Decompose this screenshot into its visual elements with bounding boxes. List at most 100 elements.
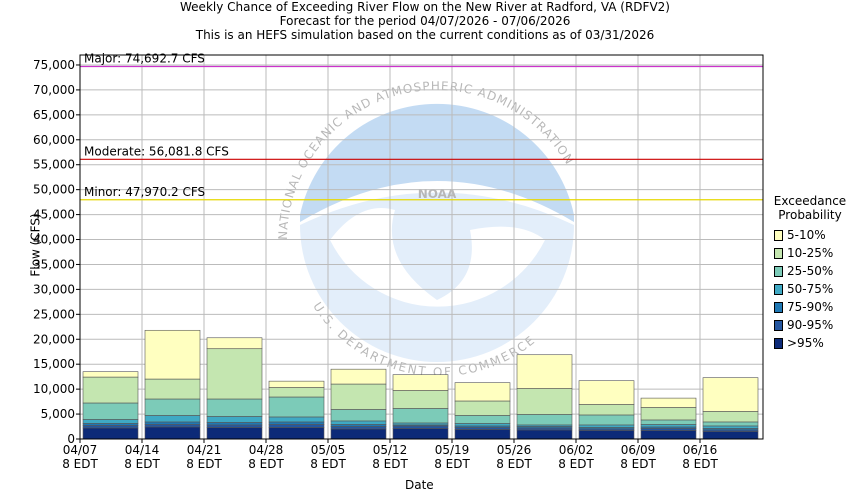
bar-segment <box>206 416 263 423</box>
noaa-watermark-logo: NOAA NATIONAL OCEANIC AND ATMOSPHERIC AD… <box>276 62 597 382</box>
bar-segment <box>392 408 449 424</box>
legend-item: 5-10% <box>770 226 850 244</box>
legend-swatch <box>774 301 783 313</box>
bar-segment <box>640 424 697 428</box>
chart-subtitle-simulation: This is an HEFS simulation based on the … <box>195 28 655 42</box>
legend-label: 25-50% <box>787 264 834 278</box>
bar-segment <box>702 377 759 412</box>
x-tick-label-time: 8 EDT <box>124 457 160 471</box>
x-tick-label-date: 04/21 <box>187 443 222 457</box>
bar-segment <box>392 390 449 409</box>
x-tick-label-date: 04/07 <box>63 443 98 457</box>
legend-item: >95% <box>770 334 850 352</box>
bar-segment <box>640 430 697 440</box>
bar-segment <box>206 337 263 350</box>
x-tick-label-date: 04/28 <box>249 443 284 457</box>
svg-text:NOAA: NOAA <box>418 187 457 201</box>
bar-segment <box>268 421 325 425</box>
bar-segment <box>268 396 325 418</box>
x-tick-label-time: 8 EDT <box>682 457 718 471</box>
bar-segment <box>516 388 573 415</box>
legend-swatch <box>774 337 783 349</box>
x-tick-label-time: 8 EDT <box>62 457 98 471</box>
bar-segment <box>454 415 511 424</box>
bar-segment <box>702 421 759 427</box>
legend-title-line1: Exceedance <box>773 194 847 208</box>
legend-label: 90-95% <box>787 318 834 332</box>
bar-segment <box>702 425 759 429</box>
plot-frame <box>79 54 764 440</box>
bar-segment <box>578 404 635 416</box>
legend-label: 75-90% <box>787 300 834 314</box>
bar-segment <box>516 354 573 389</box>
legend-swatch <box>774 229 783 241</box>
bar-segment <box>454 423 511 427</box>
bar-segment <box>392 425 449 429</box>
legend-item: 10-25% <box>770 244 850 262</box>
bar-segment <box>206 427 263 440</box>
chart-titles: Weekly Chance of Exceeding River Flow on… <box>0 0 850 42</box>
y-tick-label: 10,000 <box>33 382 75 396</box>
y-tick-label: 75,000 <box>33 58 75 72</box>
x-tick-label-time: 8 EDT <box>434 457 470 471</box>
y-tick-label: 40,000 <box>33 233 75 247</box>
bar-segment <box>82 427 139 440</box>
bar-segment <box>330 426 387 430</box>
bar-segment <box>268 427 325 440</box>
bar-segment <box>206 398 263 417</box>
legend-item: 90-95% <box>770 316 850 334</box>
y-tick-label: 45,000 <box>33 208 75 222</box>
y-tick-label: 5,000 <box>41 407 75 421</box>
bar-segment <box>268 387 325 398</box>
bar-segment <box>144 378 201 400</box>
bar-segment <box>578 430 635 440</box>
bar-segment <box>206 422 263 426</box>
bar-segment <box>206 348 263 400</box>
bar-segment <box>144 329 201 380</box>
bar-segment <box>330 420 387 425</box>
legend-label: 10-25% <box>787 246 834 260</box>
y-tick-label: 0 <box>67 432 75 446</box>
bar-segment <box>82 371 139 378</box>
bar-segment <box>330 428 387 440</box>
y-tick-label: 55,000 <box>33 158 75 172</box>
bar-segment <box>268 416 325 423</box>
bar-segment <box>640 397 697 408</box>
bar-segment <box>144 415 201 423</box>
bar-segment <box>516 414 573 426</box>
threshold-label: Minor: 47,970.2 CFS <box>84 185 205 199</box>
bar-segment <box>516 429 573 440</box>
bar-segment <box>578 414 635 426</box>
y-tick-label: 70,000 <box>33 83 75 97</box>
bar-segment <box>330 383 387 410</box>
x-tick-label-time: 8 EDT <box>372 457 408 471</box>
bar-segment <box>330 368 387 385</box>
bar-segment <box>144 426 201 440</box>
x-tick-label-date: 06/02 <box>559 443 594 457</box>
legend-label: 50-75% <box>787 282 834 296</box>
legend-swatch <box>774 319 783 331</box>
bar-segment <box>268 380 325 388</box>
legend-item: 75-90% <box>770 298 850 316</box>
y-axis-title: Flow (CFS) <box>28 213 43 277</box>
x-tick-label-time: 8 EDT <box>620 457 656 471</box>
bar-segment <box>454 382 511 402</box>
y-tick-label: 60,000 <box>33 133 75 147</box>
bar-segment <box>144 398 201 416</box>
x-tick-label-time: 8 EDT <box>186 457 222 471</box>
bar-segment <box>640 407 697 421</box>
bar-segment <box>144 424 201 428</box>
bar-segment <box>640 419 697 425</box>
bar-segment <box>82 376 139 404</box>
x-tick-label-date: 05/26 <box>497 443 532 457</box>
bar-segment <box>206 424 263 428</box>
bar-segment <box>82 419 139 424</box>
bar-segment <box>392 374 449 391</box>
x-tick-label-date: 05/19 <box>435 443 470 457</box>
y-tick-label: 35,000 <box>33 257 75 271</box>
bar-segment <box>144 421 201 425</box>
legend: Exceedance Probability 5-10% 10-25% 25-50%… <box>770 194 850 352</box>
y-tick-label: 25,000 <box>33 307 75 321</box>
x-tick-label-date: 06/09 <box>621 443 656 457</box>
